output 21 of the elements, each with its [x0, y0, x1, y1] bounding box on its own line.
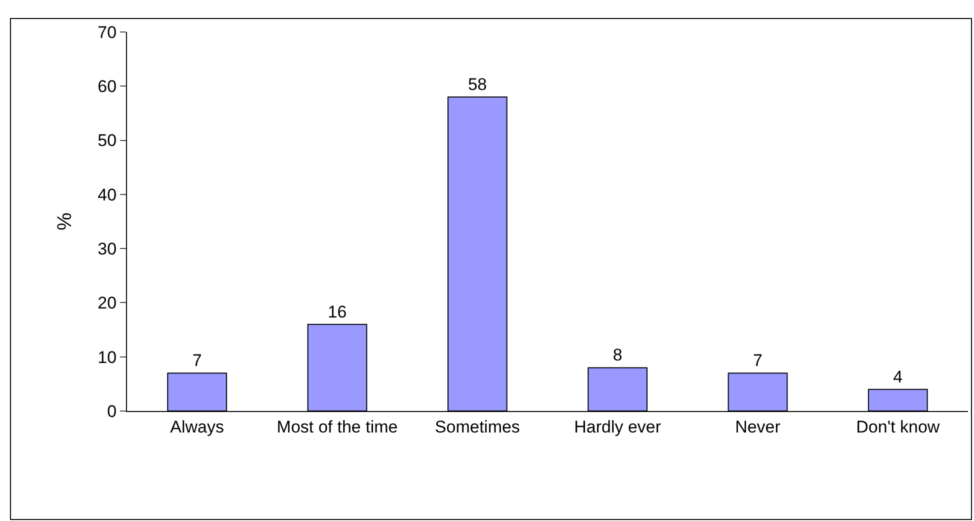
y-tick-label: 0 — [107, 402, 117, 421]
y-axis-title: % — [54, 212, 76, 230]
x-tick-label: Don't know — [856, 417, 940, 436]
data-label: 7 — [753, 351, 762, 370]
data-label: 16 — [328, 302, 347, 322]
y-tick-label: 70 — [98, 22, 117, 42]
y-tick-label: 40 — [98, 185, 117, 204]
y-tick-label: 20 — [98, 294, 117, 313]
y-tick-label: 60 — [98, 77, 117, 96]
x-tick-label: Never — [735, 417, 781, 436]
data-label: 58 — [468, 74, 487, 94]
y-tick-label: 50 — [98, 131, 117, 150]
data-label: 8 — [612, 346, 622, 365]
x-tick-label: Most of the time — [276, 417, 398, 436]
x-tick-label: Always — [170, 417, 224, 436]
y-tick-label: 10 — [98, 348, 117, 367]
data-label: 7 — [192, 351, 202, 370]
y-tick-label: 30 — [98, 240, 117, 259]
data-label: 4 — [893, 367, 903, 386]
x-tick-label: Sometimes — [434, 417, 520, 436]
x-tick-label: Hardly ever — [574, 417, 662, 436]
